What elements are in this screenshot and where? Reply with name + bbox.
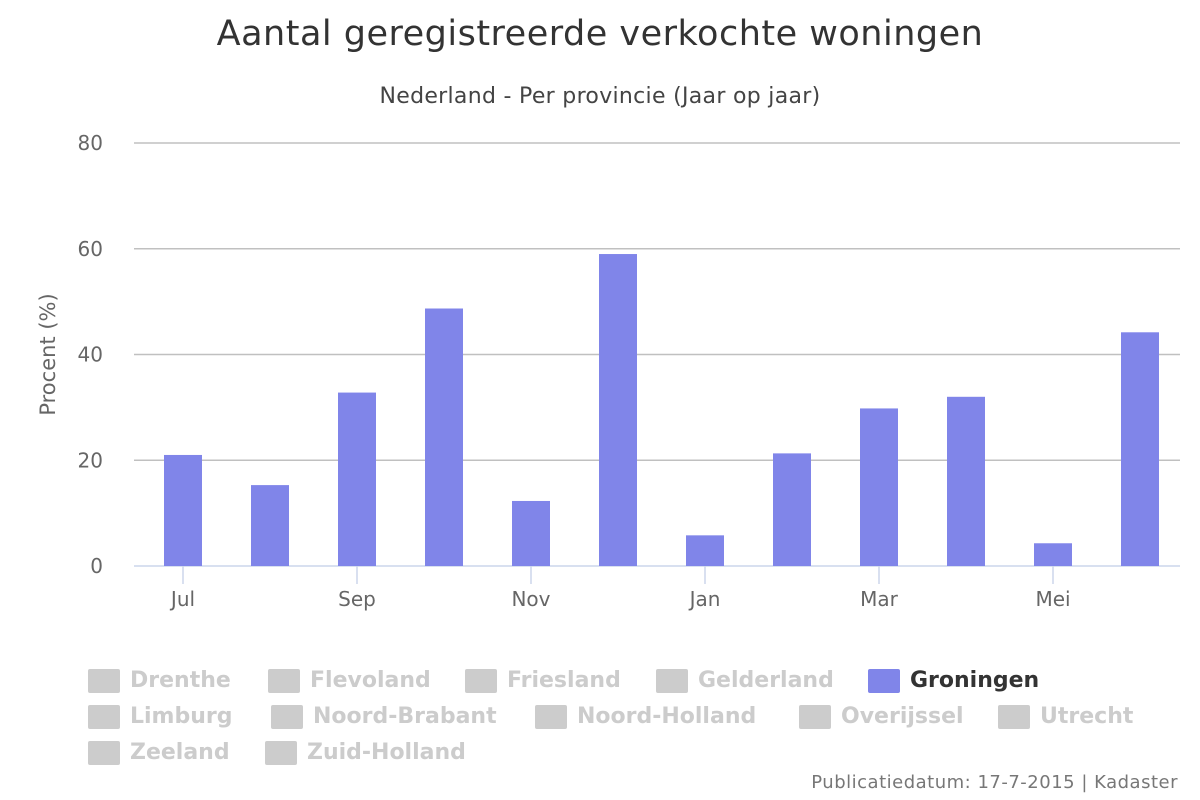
bar-mei	[1034, 543, 1072, 566]
legend-item-noord-holland[interactable]: Noord-Holland	[535, 704, 756, 729]
legend-item-zeeland[interactable]: Zeeland	[88, 740, 230, 765]
legend-item-flevoland[interactable]: Flevoland	[268, 668, 431, 693]
chart-legend: Drenthe Flevoland Friesland Gelderland Groni…	[88, 668, 1188, 776]
bar-jun	[1121, 332, 1159, 566]
x-tick-label: Sep	[338, 587, 376, 611]
legend-label: Noord-Holland	[577, 704, 757, 729]
legend-label: Gelderland	[698, 668, 834, 693]
legend-swatch	[265, 740, 297, 765]
legend-swatch	[535, 704, 567, 729]
bar-apr	[947, 396, 985, 566]
bar-jan	[686, 535, 724, 566]
legend-item-noord-brabant[interactable]: Noord-Brabant	[271, 704, 497, 729]
bar-sep	[338, 392, 376, 566]
legend-label: Drenthe	[130, 668, 231, 693]
legend-row: Limburg Noord-Brabant Noord-Holland Overijs…	[88, 704, 1188, 740]
legend-swatch	[268, 668, 300, 693]
legend-swatch	[88, 668, 120, 693]
bar-dec	[599, 254, 637, 566]
legend-item-limburg[interactable]: Limburg	[88, 704, 233, 729]
legend-swatch	[868, 668, 900, 693]
bar-aug	[251, 485, 289, 566]
bar-mar	[860, 408, 898, 566]
legend-item-gelderland[interactable]: Gelderland	[656, 668, 834, 693]
legend-row: Drenthe Flevoland Friesland Gelderland Groni…	[88, 668, 1188, 704]
x-tick-label: Jan	[688, 587, 721, 611]
publication-footer: Publicatiedatum: 17-7-2015 | Kadaster	[811, 772, 1178, 793]
bar-jul	[164, 454, 202, 566]
y-tick-label: 0	[90, 554, 103, 578]
legend-item-drenthe[interactable]: Drenthe	[88, 668, 231, 693]
legend-label: Noord-Brabant	[313, 704, 497, 729]
legend-swatch	[88, 704, 120, 729]
legend-row: Zeeland Zuid-Holland	[88, 740, 1188, 776]
x-tick-label: Nov	[511, 587, 550, 611]
legend-label: Flevoland	[310, 668, 431, 693]
bar-feb	[773, 453, 811, 566]
bar-nov	[512, 500, 550, 566]
legend-swatch	[88, 740, 120, 765]
legend-label: Groningen	[910, 668, 1040, 693]
legend-item-overijssel[interactable]: Overijssel	[799, 704, 964, 729]
x-tick-label: Jul	[169, 587, 195, 611]
x-tick-label: Mar	[860, 587, 899, 611]
y-tick-label: 20	[78, 448, 103, 472]
legend-label: Zeeland	[130, 740, 230, 765]
legend-label: Zuid-Holland	[307, 740, 466, 765]
y-tick-label: 60	[78, 237, 103, 261]
legend-item-zuid-holland[interactable]: Zuid-Holland	[265, 740, 466, 765]
legend-swatch	[465, 668, 497, 693]
legend-swatch	[998, 704, 1030, 729]
bar-okt	[425, 308, 463, 566]
y-tick-label: 80	[78, 131, 103, 155]
legend-label: Utrecht	[1040, 704, 1134, 729]
legend-label: Overijssel	[841, 704, 964, 729]
legend-label: Limburg	[130, 704, 233, 729]
y-tick-label: 40	[78, 343, 103, 367]
legend-swatch	[271, 704, 303, 729]
legend-swatch	[799, 704, 831, 729]
chart-title: Aantal geregistreerde verkochte woningen	[216, 14, 984, 54]
x-tick-label: Mei	[1035, 587, 1070, 611]
legend-item-utrecht[interactable]: Utrecht	[998, 704, 1133, 729]
legend-label: Friesland	[507, 668, 621, 693]
bar-chart: 0 20 40 60 80 Procent (%) Jul Sep Nov Jan Mar Mei	[36, 131, 1180, 611]
legend-item-groningen[interactable]: Groningen	[868, 668, 1039, 693]
y-axis-title: Procent (%)	[36, 293, 60, 415]
legend-swatch	[656, 668, 688, 693]
chart-subtitle: Nederland - Per provincie (Jaar op jaar)	[379, 84, 821, 109]
legend-item-friesland[interactable]: Friesland	[465, 668, 621, 693]
